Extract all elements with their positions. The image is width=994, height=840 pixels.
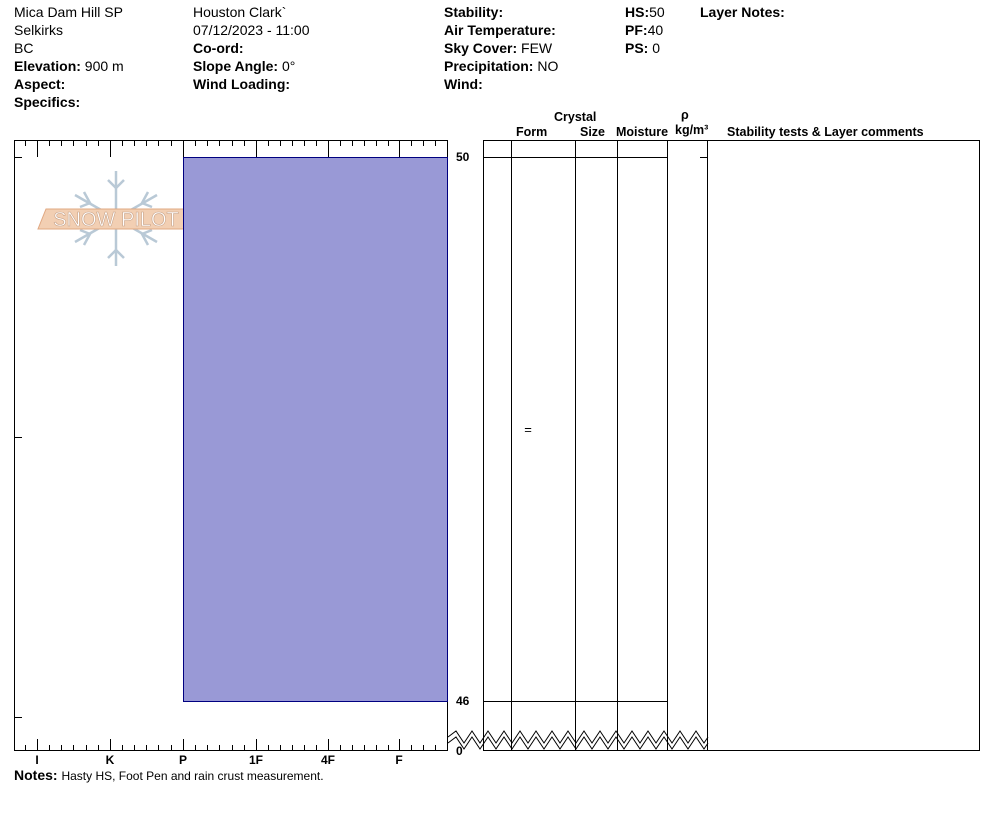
elevation-row: Elevation: 900 m (14, 57, 124, 75)
form-symbol-0: = (524, 422, 532, 437)
logo-text: SNOW PILOT (53, 209, 179, 231)
layers-group (183, 157, 448, 702)
slope-row: Slope Angle: 0° (193, 57, 295, 75)
slope-value: 0° (281, 58, 296, 74)
height-label-46: 46 (456, 694, 470, 708)
hardness-label-p: P (179, 753, 187, 767)
stability-label: Stability: (444, 4, 504, 20)
pf-value: 40 (647, 22, 664, 38)
table-row-lines (483, 157, 667, 702)
location-name: Mica Dam Hill SP (14, 4, 123, 20)
hardness-axis-labels: I K P 1F 4F F (35, 753, 402, 767)
wind-loading-label: Wind Loading: (193, 76, 291, 92)
stability-comments-header: Stability tests & Layer comments (727, 125, 924, 139)
elevation-label: Elevation: (14, 58, 81, 74)
size-header: Size (580, 125, 606, 139)
form-header: Form (516, 125, 548, 139)
hs-value: 50 (649, 4, 665, 20)
observer-name: Houston Clark` (193, 4, 287, 20)
aspect-label: Aspect: (14, 76, 66, 92)
sky-cover-label: Sky Cover: (444, 40, 518, 56)
hardness-label-4f: 4F (321, 753, 335, 767)
observation-datetime: 07/12/2023 - 11:00 (193, 22, 310, 38)
form-symbols: = (524, 422, 532, 437)
hardness-label-1f: 1F (249, 753, 263, 767)
hs-row: HS:50 (625, 3, 665, 21)
sky-cover-value: FEW (521, 40, 553, 56)
pf-label: PF: (625, 22, 648, 38)
pf-row: PF:40 (625, 21, 663, 39)
ticks-group (14, 140, 708, 751)
mountain-range: Selkirks (14, 22, 64, 38)
layer-bar-0 (183, 157, 448, 702)
moisture-header: Moisture (616, 125, 669, 139)
hardness-label-f: F (395, 753, 402, 767)
ps-value: 0 (652, 40, 661, 56)
precipitation-value: NO (537, 58, 559, 74)
height-label-0: 0 (456, 744, 463, 758)
depth-break-zigzag-upper (447, 730, 709, 744)
table-column-lines (511, 140, 708, 751)
slope-label: Slope Angle: (193, 58, 279, 74)
hardness-label-k: K (106, 753, 115, 767)
air-temperature-label: Air Temperature: (444, 22, 556, 38)
density-unit-header: kg/m³ (675, 123, 709, 137)
layer-table-frame (483, 140, 980, 751)
ps-label: PS: (625, 40, 649, 56)
snowpilot-logo: SNOW PILOT (37, 171, 195, 266)
height-label-50: 50 (456, 150, 470, 164)
elevation-value: 900 m (84, 58, 124, 74)
notes-label: Notes: (14, 767, 58, 783)
precipitation-row: Precipitation: NO (444, 57, 558, 75)
height-axis-labels: 50 46 0 (456, 150, 470, 758)
ps-row: PS: 0 (625, 39, 660, 57)
hardness-label-i: I (35, 753, 38, 767)
specifics-label: Specifics: (14, 94, 81, 110)
province: BC (14, 40, 34, 56)
wind-label: Wind: (444, 76, 483, 92)
notes-row: Notes: Hasty HS, Foot Pen and rain crust… (14, 766, 324, 785)
crystal-header: Crystal (554, 110, 597, 124)
coord-label: Co-ord: (193, 40, 244, 56)
rho-header: ρ (681, 108, 689, 122)
hs-label: HS: (625, 4, 650, 20)
depth-break-zigzag-lower (447, 736, 709, 750)
precipitation-label: Precipitation: (444, 58, 534, 74)
layer-notes-label: Layer Notes: (700, 4, 785, 20)
notes-text: Hasty HS, Foot Pen and rain crust measur… (61, 769, 324, 783)
sky-cover-row: Sky Cover: FEW (444, 39, 552, 57)
